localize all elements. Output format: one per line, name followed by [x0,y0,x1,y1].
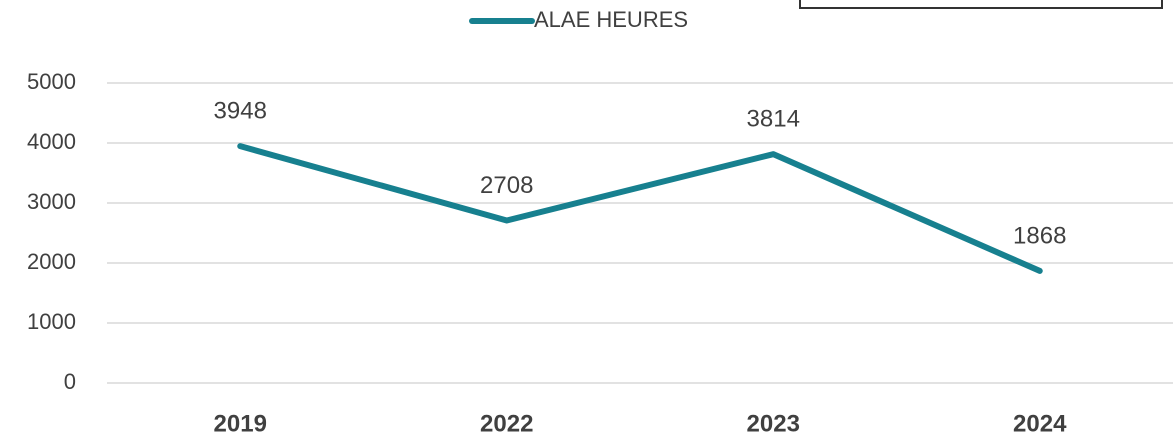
y-tick-label: 4000 [27,129,76,154]
x-tick-label: 2022 [480,410,533,437]
x-tick-label: 2019 [214,410,267,437]
y-tick-label: 1000 [27,309,76,334]
y-tick-label: 3000 [27,189,76,214]
legend-label: ALAE HEURES [534,7,688,32]
data-line [237,143,1043,274]
y-tick-label: 0 [64,369,76,394]
data-label: 2708 [480,172,533,199]
data-label: 1868 [1013,222,1066,249]
y-tick-label: 5000 [27,69,76,94]
data-label: 3948 [214,97,267,124]
x-tick-label: 2023 [747,410,800,437]
y-tick-label: 2000 [27,249,76,274]
x-tick-label: 2024 [1013,410,1067,437]
data-label: 3814 [747,106,800,133]
overlay-box [799,0,1163,9]
